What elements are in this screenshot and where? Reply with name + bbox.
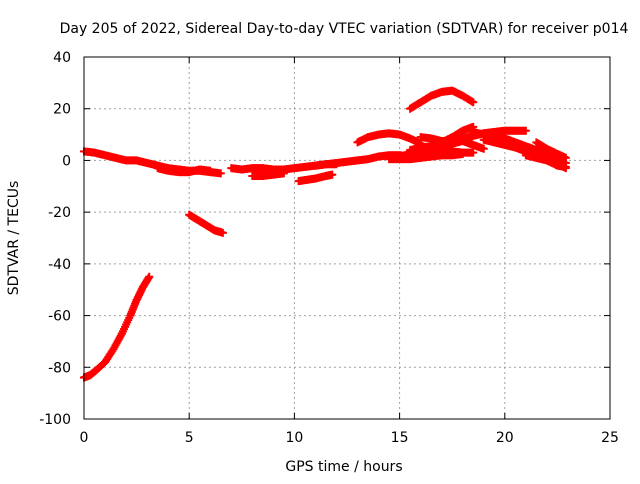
x-tick-label: 15 — [391, 430, 409, 446]
tick-marks — [83, 56, 611, 420]
data-point — [469, 148, 478, 157]
data-point — [328, 170, 337, 179]
series-track-7 — [248, 169, 288, 180]
y-tick-label: -80 — [48, 360, 71, 376]
x-tick-label: 0 — [80, 430, 89, 446]
data-series-layer — [80, 86, 570, 382]
plot-frame — [83, 56, 611, 420]
x-tick-label: 20 — [496, 430, 514, 446]
y-axis-label: SDTVAR / TECUs — [6, 181, 22, 296]
grid-lines — [84, 57, 610, 419]
y-tick-label: 0 — [62, 153, 71, 169]
y-tick-label: -20 — [48, 205, 71, 221]
x-tick-label: 25 — [601, 430, 619, 446]
data-point — [521, 126, 530, 135]
data-point — [145, 272, 154, 281]
y-tick-label: -40 — [48, 257, 71, 273]
chart-title: Day 205 of 2022, Sidereal Day-to-day VTE… — [60, 21, 629, 37]
series-track-8 — [294, 170, 337, 186]
data-point — [561, 164, 570, 173]
series-track-20 — [532, 138, 570, 162]
y-tick-label: -100 — [39, 412, 71, 428]
series-track-19 — [521, 151, 570, 173]
data-point — [206, 166, 215, 175]
data-point — [479, 144, 488, 153]
series-track-16 — [406, 86, 478, 113]
series-track-3 — [185, 210, 227, 237]
x-tick-label: 10 — [285, 430, 303, 446]
x-axis-label: GPS time / hours — [285, 459, 402, 475]
data-point — [561, 153, 570, 162]
data-point — [279, 169, 288, 178]
data-point — [218, 228, 227, 237]
series-track-2 — [117, 272, 154, 338]
data-point — [469, 98, 478, 107]
series-track-14 — [406, 147, 478, 161]
y-tick-label: 20 — [53, 102, 71, 118]
y-tick-label: 40 — [53, 50, 71, 66]
y-tick-label: -60 — [48, 309, 71, 325]
series-track-5 — [153, 164, 215, 177]
data-point — [216, 169, 225, 178]
series-track-11 — [353, 129, 425, 148]
tick-labels: 0 5 10 15 20 25 -100 -80 -60 -40 -20 0 20 40 — [39, 50, 619, 446]
x-tick-label: 5 — [185, 430, 194, 446]
